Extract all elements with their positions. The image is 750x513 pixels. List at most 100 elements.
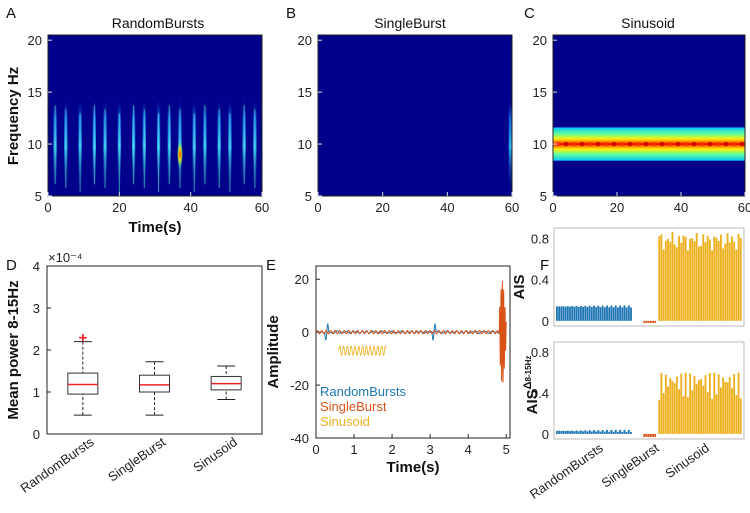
panel-f-top-bar [630, 307, 632, 321]
panel-e-ytick-label: 20 [295, 272, 309, 287]
panel-a-ytick-label: 5 [35, 189, 42, 204]
panel-f-top-bar [733, 241, 736, 321]
panel-f-bottom-bar [722, 377, 725, 434]
panel-a-burst-core [218, 109, 220, 188]
panel-f-top-bar [662, 249, 665, 321]
panel-f-bottom-bar [588, 430, 591, 434]
panel-c-xtick-label: 60 [738, 200, 750, 215]
panel-f-bottom-bar [617, 431, 619, 434]
panel-c-ytick-label: 20 [533, 33, 547, 48]
panel-e-xtick-label: 5 [503, 442, 510, 457]
panel-a-burst-core [65, 109, 67, 188]
panel-e-legend-entry: RandomBursts [320, 384, 406, 399]
panel-a-title: RandomBursts [112, 15, 205, 31]
panel-f-top-bar [566, 306, 569, 321]
panel-f-bottom-bar [610, 429, 613, 434]
panel-f-bottom-bar [664, 374, 667, 434]
panel-f-top-bar [726, 233, 729, 321]
panel-f-bottom-bar [584, 430, 587, 434]
panel-f-top-bar [654, 320, 657, 323]
panel-f-top-bar [573, 306, 576, 321]
panel-c-band-texture [676, 142, 680, 147]
panel-f-top-bar [603, 307, 606, 321]
panel-f-top-bar [719, 234, 722, 321]
panel-f-bottom-bar [647, 433, 650, 437]
panel-label-b: B [286, 5, 296, 22]
panel-f-top-bar [571, 306, 574, 321]
panel-b-frame [317, 34, 513, 197]
panel-f-bottom-bar [566, 430, 569, 434]
panel-f-bottom-bar [719, 387, 722, 434]
panel-e-xtick-label: 1 [350, 442, 357, 457]
panel-a-burst-core [118, 113, 120, 192]
panel-f-bottom-bar [733, 374, 736, 434]
panel-f-top-bar [700, 245, 703, 321]
panel-f-top-bar [599, 307, 602, 321]
panel-c-xtick-label: 20 [610, 200, 624, 215]
panel-f-top-bar [645, 320, 648, 323]
panel-c-band-texture [708, 142, 712, 147]
panel-f-top-bar [595, 307, 598, 321]
panel-f-top-bar [678, 235, 680, 321]
panel-a-xtick-label: 0 [44, 200, 51, 215]
panel-e-ylabel: Amplitude [265, 315, 282, 388]
panel-f-top-bar [647, 320, 650, 323]
panel-f-top-bar [582, 306, 584, 321]
panel-f-bottom-bar [556, 430, 558, 434]
panel-d-xtick-label: RandomBursts [18, 434, 97, 496]
panel-a-burst-core [104, 109, 106, 188]
panel-c-band-texture [580, 142, 584, 147]
panel-f-top-bar [577, 306, 580, 321]
panel-f-top-bar [669, 241, 672, 321]
panel-d-ytick-label: 4 [33, 259, 40, 274]
panel-e-xtick-label: 4 [465, 442, 472, 457]
panel-f-top-bar [697, 246, 700, 321]
panel-f-top-bar [689, 238, 692, 321]
panel-f-top-bar [564, 306, 567, 321]
panel-f-top-bar [556, 306, 558, 321]
panel-d-ylabel: Mean power 8-15Hz [5, 280, 22, 419]
panel-f-top-bar [730, 236, 733, 321]
panel-a-burst-core [193, 113, 195, 192]
panel-f-top-ytick-label: 0.8 [531, 231, 549, 246]
panel-a-burst-core [158, 113, 160, 192]
panel-f-bottom-bar [562, 430, 565, 434]
panel-f-bottom-bar [706, 392, 709, 434]
panel-f-top-bar [658, 236, 661, 321]
panel-f-top-bar [575, 306, 578, 321]
panel-c-band-texture [732, 142, 736, 147]
panel-label-c: C [524, 5, 535, 22]
panel-f-bottom-ytick-label: 0 [542, 427, 549, 442]
panel-f-bottom-ylabel: AISΔ8-15Hz [522, 356, 541, 415]
panel-d-boxplot: ×10⁻⁴ 0 1 2 3 4 + RandomBursts SingleBurst Sin… [5, 250, 263, 496]
panel-f-bottom-bar [680, 373, 683, 434]
panel-c-band-texture [572, 142, 576, 147]
panel-f-top-bar [671, 231, 674, 321]
panel-b-xtick-label: 20 [375, 200, 389, 215]
panel-f-top-bar [711, 250, 714, 321]
panel-f-top-bar [610, 305, 613, 321]
panel-c-band-texture [596, 142, 600, 147]
panel-c-band-texture [620, 142, 624, 147]
panel-b-xtick-label: 60 [505, 200, 519, 215]
panel-f-top-bar [617, 307, 619, 321]
panel-f-top-bar [593, 305, 595, 321]
panel-c-band-texture [588, 142, 592, 147]
panel-c-band-texture [636, 142, 640, 147]
panel-b-ytick-label: 5 [305, 189, 312, 204]
panel-f-top-bar [597, 305, 600, 321]
panel-f-bottom-bar [695, 384, 698, 434]
panel-c-band-texture [644, 142, 648, 147]
panel-c-title: Sinusoid [621, 15, 675, 31]
panel-d-ytick-label: 2 [33, 343, 40, 358]
panel-f-bottom-bar [713, 372, 716, 434]
panel-e-series-singleburst [315, 280, 507, 383]
panel-d-ytick-label: 0 [33, 427, 40, 442]
panel-f-top-bar [680, 242, 683, 321]
panel-f-bottom-bar [621, 431, 624, 434]
panel-a-burst-core [204, 105, 206, 184]
panel-e-series-sinusoid [338, 345, 387, 356]
panel-f-top-bar [584, 305, 587, 321]
panel-a-xlabel: Time(s) [128, 219, 181, 236]
panel-c-band-texture [692, 142, 696, 147]
